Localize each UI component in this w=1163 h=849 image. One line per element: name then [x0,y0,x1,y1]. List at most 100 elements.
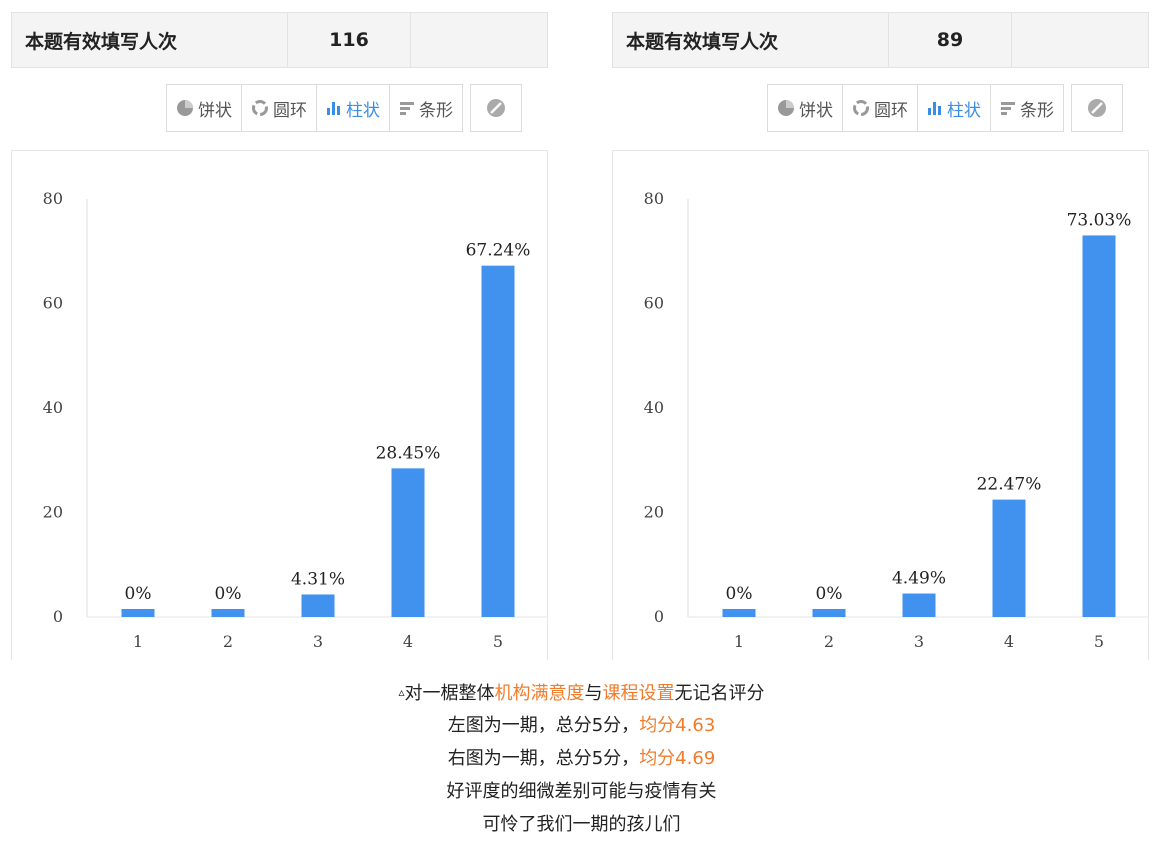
caption-line-3: 右图为一期，总分5分，均分4.69 [0,742,1163,775]
y-tick-label: 60 [644,294,664,313]
column-chart: 0 20 40 60 80 0% 1 0% 2 4.31% 3 28.45% 4 67.24% 5 [43,189,547,651]
x-tick-label: 4 [403,632,413,651]
column-chart-label: 柱状 [346,100,380,121]
y-tick-label: 40 [43,398,63,417]
bar [391,468,425,617]
bar-chart-icon [1001,102,1015,115]
y-tick-label: 80 [644,189,664,208]
clear-chart-button[interactable] [470,84,522,132]
valid-count-row: 本题有效填写人次 116 [11,12,548,68]
column-chart-area: 0 20 40 60 80 0% 1 0% 2 4.31% 3 28.45% 4 67.24% 5 [11,150,548,660]
chart-type-toolbar: 饼状 圆环 柱状 条形 [166,84,522,132]
ring-icon [252,100,268,116]
bar-chart-label: 条形 [1020,100,1054,121]
valid-count-row: 本题有效填写人次 89 [612,12,1149,68]
data-label: 0% [816,584,843,604]
highlight-course-setting: 课程设置 [602,683,675,704]
bar [722,609,756,617]
column-chart-icon [928,102,941,115]
column-chart-icon [327,102,340,115]
bar-chart-button[interactable]: 条形 [389,84,463,132]
valid-count-label: 本题有效填写人次 [626,30,779,53]
y-tick-label: 80 [43,189,63,208]
data-label: 0% [215,584,242,604]
caption-text: 与 [584,683,603,704]
y-tick-label: 0 [654,607,664,626]
caption-line-1: ▵对一椐整体机构满意度与课程设置无记名评分 [0,676,1163,709]
caption-line-2: 左图为一期，总分5分，均分4.63 [0,709,1163,742]
chart-type-toolbar: 饼状 圆环 柱状 条形 [767,84,1123,132]
y-tick-label: 60 [43,294,63,313]
highlight-left-average: 均分4.63 [639,715,716,736]
bar [301,594,335,617]
disable-icon [1088,99,1106,117]
column-chart-button[interactable]: 柱状 [917,84,991,132]
caption-text: 对一椐整体 [404,683,495,704]
x-tick-label: 2 [824,632,834,651]
pie-chart-label: 饼状 [799,100,833,121]
x-tick-label: 3 [313,632,323,651]
x-tick-label: 4 [1004,632,1014,651]
column-chart: 0 20 40 60 80 0% 1 0% 2 4.49% 3 22.47% 4 73.03% 5 [644,189,1148,651]
valid-count-value: 116 [287,13,411,67]
data-label: 67.24% [466,241,531,261]
y-tick-label: 20 [644,503,664,522]
ring-chart-button[interactable]: 圆环 [241,84,317,132]
triangle-marker-icon: ▵ [398,685,405,699]
column-chart-label: 柱状 [947,100,981,121]
highlight-right-average: 均分4.69 [639,748,716,769]
bar [992,499,1026,617]
caption-text: 左图为一期，总分5分， [447,715,640,736]
pie-chart-label: 饼状 [198,100,232,121]
caption-line-5: 可怜了我们一期的孩儿们 [482,814,681,835]
data-label: 0% [125,584,152,604]
caption-line-4: 好评度的细微差别可能与疫情有关 [446,781,717,802]
x-tick-label: 5 [493,632,503,651]
caption-text: 无记名评分 [674,683,765,704]
bar [121,609,155,617]
x-tick-label: 3 [914,632,924,651]
clear-chart-button[interactable] [1071,84,1123,132]
data-label: 28.45% [376,443,441,463]
right-panel: 本题有效填写人次 89 饼状 圆环 柱状 条形 0 20 40 60 80 0% 1 0% 2 4… [612,0,1149,660]
column-chart-button[interactable]: 柱状 [316,84,390,132]
y-tick-label: 0 [53,607,63,626]
pie-icon [177,100,193,116]
count-empty-cell [1012,13,1148,67]
bar [1082,235,1116,617]
bar [812,609,846,617]
caption: ▵对一椐整体机构满意度与课程设置无记名评分 左图为一期，总分5分，均分4.63 … [0,676,1163,841]
data-label: 0% [726,584,753,604]
data-label: 22.47% [977,475,1042,495]
disable-icon [487,99,505,117]
bar-chart-icon [400,102,414,115]
pie-icon [778,100,794,116]
pie-chart-button[interactable]: 饼状 [767,84,843,132]
ring-chart-label: 圆环 [874,100,908,121]
x-tick-label: 1 [133,632,143,651]
column-chart-area: 0 20 40 60 80 0% 1 0% 2 4.49% 3 22.47% 4 73.03% 5 [612,150,1149,660]
data-label: 73.03% [1067,210,1132,230]
caption-text: 右图为一期，总分5分， [447,748,640,769]
valid-count-value: 89 [888,13,1012,67]
count-empty-cell [411,13,547,67]
x-tick-label: 1 [734,632,744,651]
data-label: 4.49% [892,569,946,589]
bar [902,593,936,617]
bar [481,265,515,617]
x-tick-label: 2 [223,632,233,651]
y-tick-label: 20 [43,503,63,522]
ring-chart-label: 圆环 [273,100,307,121]
ring-icon [853,100,869,116]
bar [211,609,245,617]
data-label: 4.31% [291,569,345,589]
valid-count-label: 本题有效填写人次 [25,30,178,53]
highlight-institution-satisfaction: 机构满意度 [494,683,585,704]
pie-chart-button[interactable]: 饼状 [166,84,242,132]
bar-chart-button[interactable]: 条形 [990,84,1064,132]
x-tick-label: 5 [1094,632,1104,651]
bar-chart-label: 条形 [419,100,453,121]
ring-chart-button[interactable]: 圆环 [842,84,918,132]
y-tick-label: 40 [644,398,664,417]
left-panel: 本题有效填写人次 116 饼状 圆环 柱状 条形 0 20 40 60 80 0% 1 0% 2… [11,0,548,660]
